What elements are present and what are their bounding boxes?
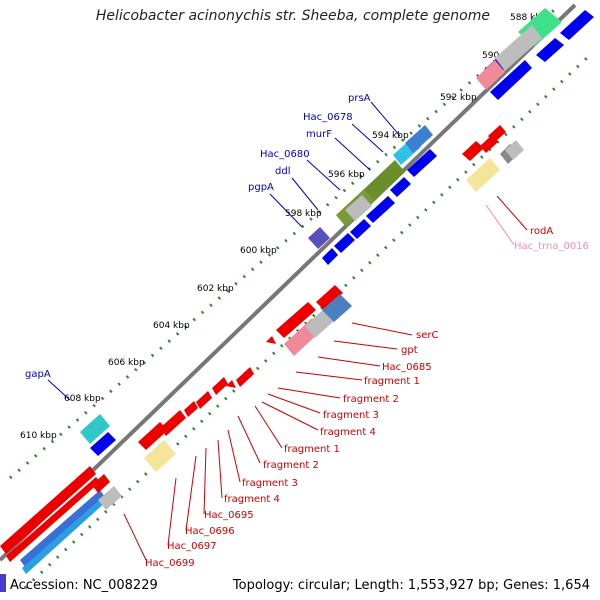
gene-forward [322,248,338,265]
gene-forward [560,10,594,40]
gene-label-hac-0697: Hac_0697 [167,541,217,552]
topology-text: Topology: circular; Length: 1,553,927 bp… [232,578,590,593]
genome-title: Helicobacter acinonychis str. Sheeba, co… [95,8,490,24]
gene-forward [490,60,532,100]
gene-label-ddl: ddl [275,166,290,177]
accession-text: Accession: NC_008229 [10,578,158,593]
gene-label-hac-0678: Hac_0678 [303,112,353,123]
gene-label-gapa: gapA [25,369,51,380]
tick-label: 592 kbp [440,93,477,103]
tick-label: 604 kbp [153,321,190,331]
gene-label-hac-0699: Hac_0699 [145,558,195,569]
gene-label-fragment-3: fragment 3 [323,410,379,421]
tick-label: 608 kbp [64,394,101,404]
gene-label-hac-trna-0016: Hac_trna_0016 [514,241,589,252]
gene-label-fragment-4b: fragment 4 [224,494,280,505]
gene-label-hac-0680: Hac_0680 [260,149,310,160]
tick-label: 598 kbp [285,209,322,219]
gene-label-fragment-2b: fragment 2 [263,460,319,471]
gene-label-fragment-1b: fragment 1 [284,444,340,455]
gene-forward [20,490,105,567]
gene-label-murf: murF [306,129,332,140]
gene-label-fragment-2: fragment 2 [343,394,399,405]
gene-label-hac-0685: Hac_0685 [382,362,432,373]
gene-label-hac-0696: Hac_0696 [185,526,235,537]
gene-forward [366,196,395,223]
footer: Accession: NC_008229 Topology: circular;… [0,574,600,600]
reverse-feature-boxes [98,140,524,510]
gene-label-gpt: gpt [401,345,418,356]
tick-label: 594 kbp [372,131,409,141]
gene-label-hac-0695: Hac_0695 [204,510,254,521]
gene-label-fragment-3b: fragment 3 [242,478,298,489]
gene-forward [90,432,116,456]
gene-forward [407,149,437,177]
reverse-genes [0,125,506,562]
tick-label: 610 kbp [20,431,57,441]
gene-label-roda: rodA [530,226,553,237]
tick-label: 596 kbp [328,170,365,180]
forward-tick-track [9,3,561,480]
gene-forward [22,495,108,574]
forward-feature-boxes [80,8,562,444]
gene-label-serc: serC [416,330,438,341]
gene-label-pgpa: pgpA [248,182,274,193]
gene-forward [536,38,564,62]
gene-forward [350,219,371,239]
legend-swatch [0,574,6,592]
gene-forward [334,233,355,253]
tick-label: 606 kbp [108,358,145,368]
tick-label: 600 kbp [240,246,277,256]
gene-label-prsa: prsA [348,93,371,104]
tick-label: 602 kbp [197,284,234,294]
tick-label: 588 kbp [510,13,547,23]
chromosome-backbone [0,3,577,562]
gene-label-fragment-1: fragment 1 [364,376,420,387]
gene-forward [390,177,411,197]
forward-genes [20,10,594,574]
gene-label-fragment-4: fragment 4 [320,427,376,438]
